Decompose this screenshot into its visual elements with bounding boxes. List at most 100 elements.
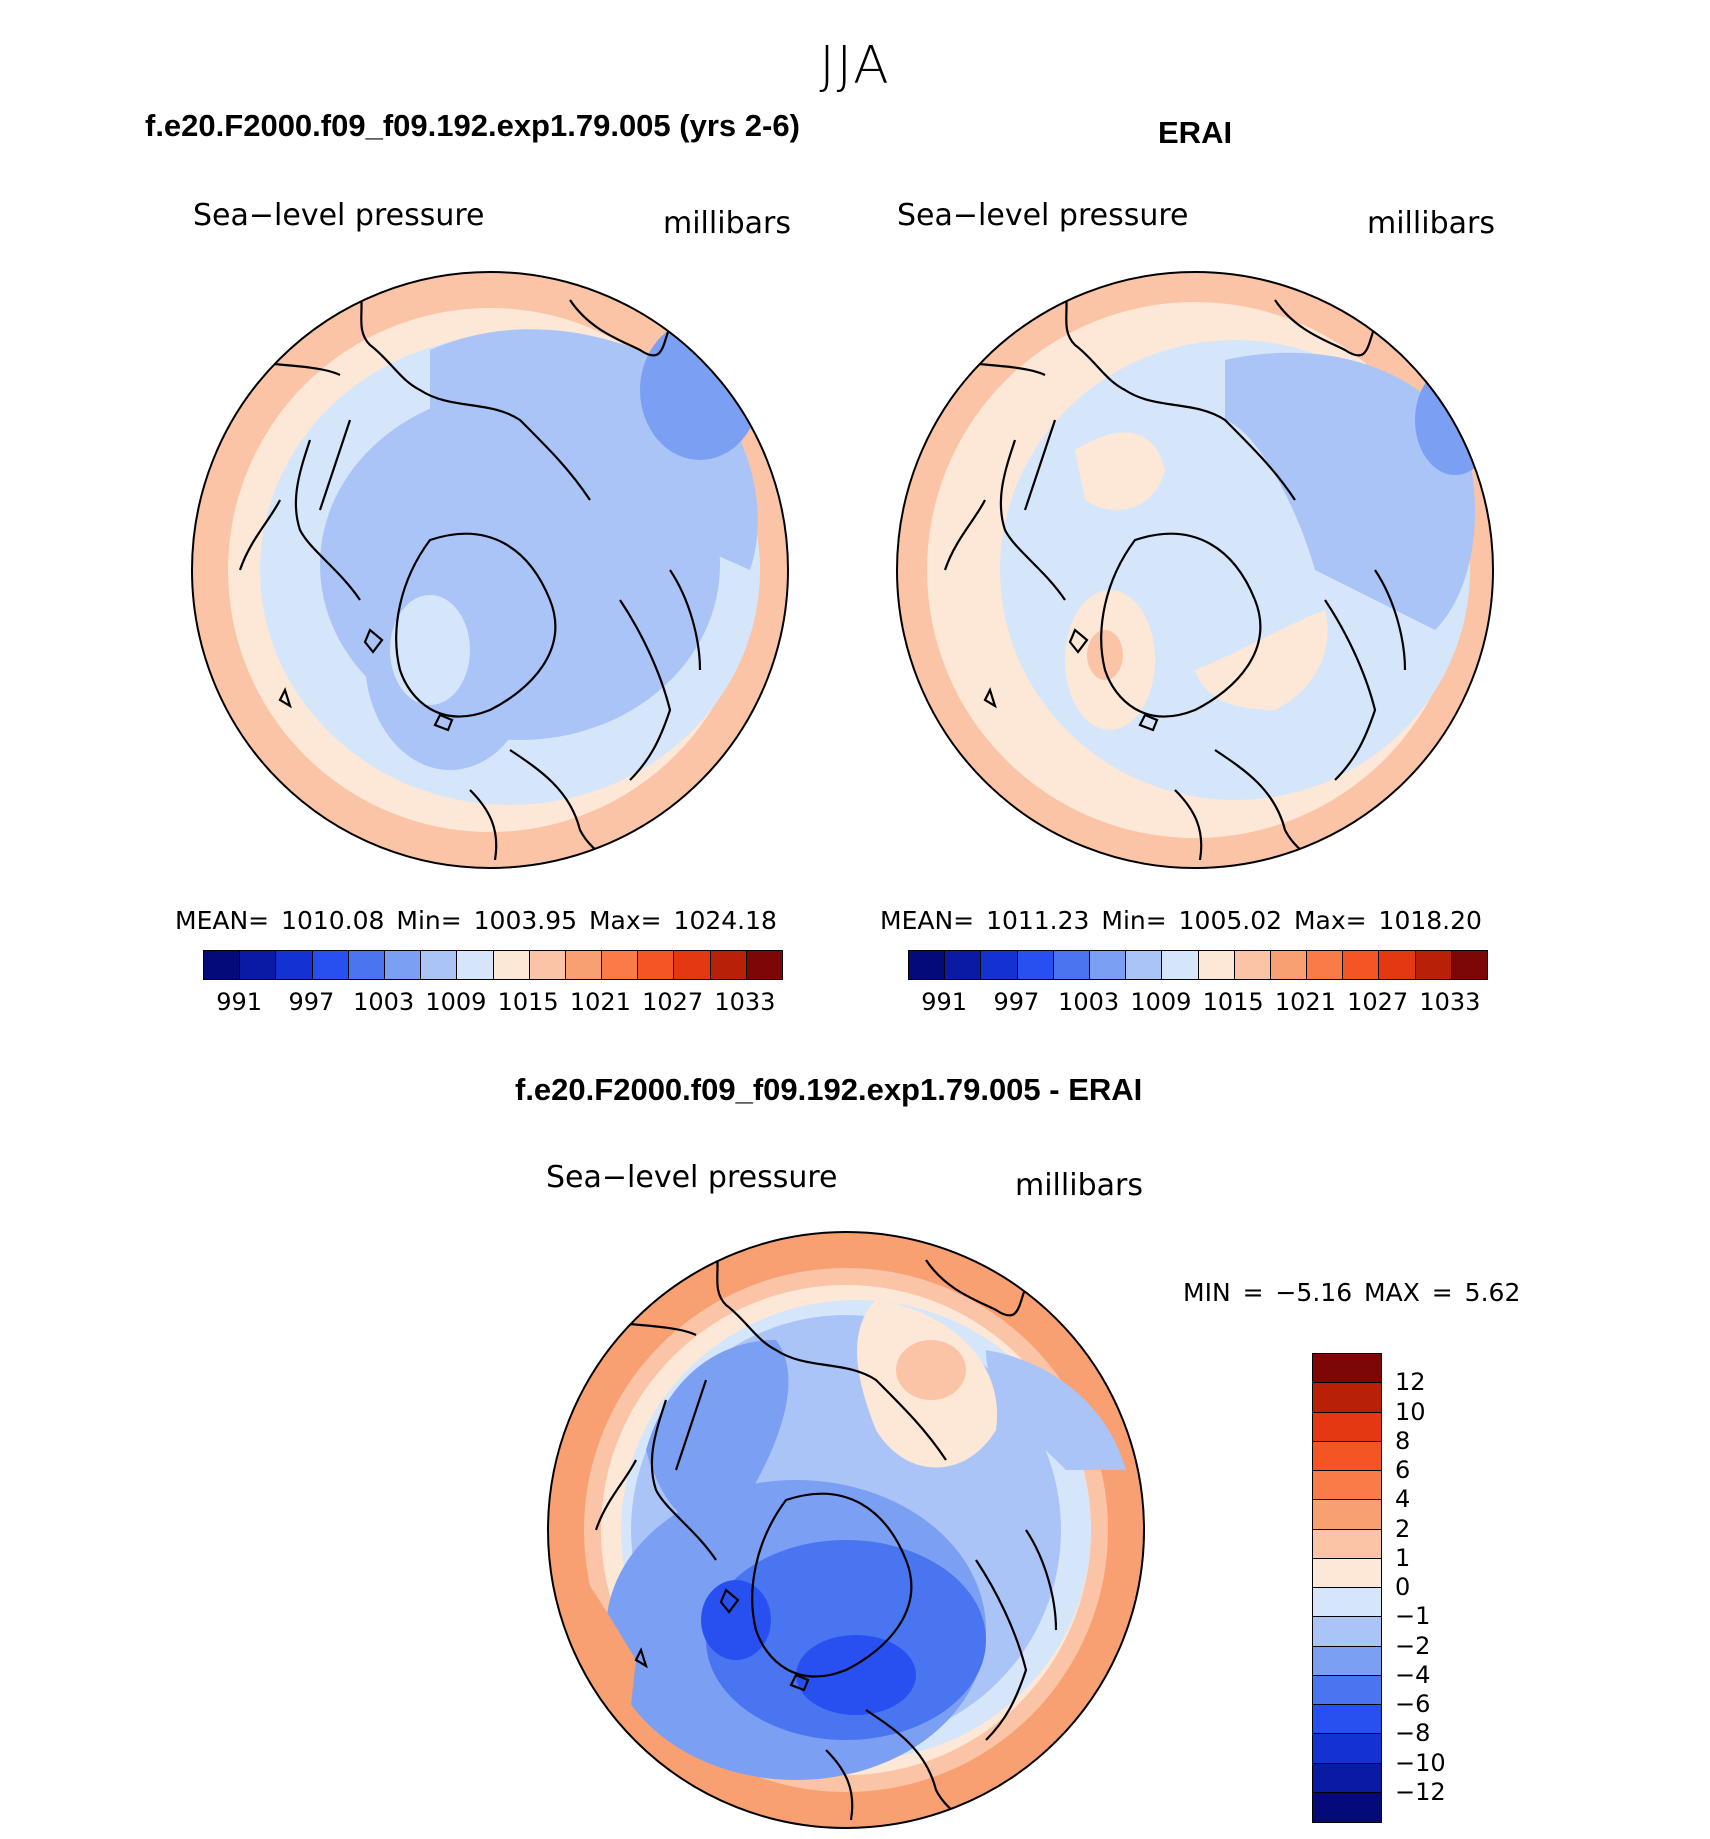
- obs-colorbar-tick-label: 997: [993, 988, 1040, 1016]
- model-colorbar-tick-label: 1021: [569, 988, 631, 1016]
- model-map-border: [191, 271, 789, 869]
- diff-colorbar-tick-label: 6: [1395, 1456, 1411, 1484]
- diff-colorbar-swatch: [1313, 1646, 1381, 1676]
- diff-colorbar-swatch: [1313, 1354, 1381, 1384]
- diff-colorbar-tick-label: 12: [1395, 1368, 1426, 1397]
- obs-colorbar-swatch: [981, 951, 1018, 979]
- diff-colorbar-tick-label: 8: [1395, 1426, 1411, 1455]
- diff-map-border: [547, 1231, 1145, 1829]
- obs-colorbar-swatch: [1234, 951, 1271, 979]
- model-colorbar-tick-label: 1027: [642, 988, 704, 1016]
- model-colorbar-swatch: [312, 951, 349, 979]
- model-colorbar-tick-label: 991: [216, 988, 263, 1016]
- diff-colorbar-swatch: [1313, 1705, 1381, 1735]
- diff-polar-map: [547, 1231, 1145, 1829]
- obs-colorbar-tick-label: 1003: [1058, 988, 1120, 1016]
- diff-colorbar-tick-label: −8: [1395, 1719, 1431, 1748]
- model-colorbar-swatch: [240, 951, 277, 979]
- obs-polar-map: [896, 271, 1494, 869]
- obs-units-label: millibars: [1367, 206, 1495, 241]
- diff-colorbar-tick-label: −1: [1395, 1602, 1431, 1631]
- model-colorbar-ticks: 991 997 1003 1009 1015 1021 1027 1033: [203, 988, 781, 1018]
- diff-stats: MIN = −5.16 MAX = 5.62: [1183, 1278, 1521, 1307]
- model-polar-map: [191, 271, 789, 869]
- diff-colorbar-swatch: [1313, 1675, 1381, 1705]
- diff-colorbar-swatch: [1313, 1617, 1381, 1647]
- obs-map-border: [896, 271, 1494, 869]
- obs-colorbar-swatch: [1307, 951, 1344, 979]
- model-colorbar-swatch: [529, 951, 566, 979]
- diff-colorbar-swatch: [1313, 1383, 1381, 1413]
- model-colorbar-swatch: [276, 951, 313, 979]
- obs-colorbar-ticks: 991 997 1003 1009 1015 1021 1027 1033: [908, 988, 1486, 1018]
- obs-colorbar-tick-label: 1015: [1202, 988, 1264, 1016]
- diff-colorbar-swatch: [1313, 1792, 1381, 1822]
- obs-colorbar-swatch: [1379, 951, 1416, 979]
- diff-colorbar-tick-label: 4: [1395, 1485, 1411, 1514]
- diff-panel-title: f.e20.F2000.f09_f09.192.exp1.79.005 - ER…: [515, 1072, 1143, 1107]
- obs-colorbar-swatch: [1017, 951, 1054, 979]
- model-contour-fills: [192, 272, 788, 868]
- diff-colorbar-swatch: [1313, 1441, 1381, 1471]
- diff-colorbar-swatch: [1313, 1529, 1381, 1559]
- obs-colorbar-tick-label: 1027: [1347, 988, 1409, 1016]
- diff-colorbar-swatch: [1313, 1471, 1381, 1501]
- model-colorbar-swatch: [421, 951, 458, 979]
- model-colorbar-tick-label: 1003: [353, 988, 415, 1016]
- model-colorbar-swatch: [638, 951, 675, 979]
- diff-colorbar-tick-label: 0: [1395, 1573, 1411, 1601]
- diff-colorbar-tick-label: 2: [1395, 1514, 1411, 1543]
- obs-colorbar-swatch: [1198, 951, 1235, 979]
- model-units-label: millibars: [663, 206, 791, 241]
- obs-colorbar-tick-label: 991: [921, 988, 968, 1016]
- obs-colorbar-swatch: [1053, 951, 1090, 979]
- diff-colorbar-tick-label: 1: [1395, 1543, 1411, 1572]
- obs-colorbar-tick-label: 1021: [1274, 988, 1336, 1016]
- diff-colorbar-tick-label: −6: [1395, 1690, 1431, 1718]
- obs-colorbar-swatch: [1089, 951, 1127, 979]
- obs-stats: MEAN= 1011.23 Min= 1005.02 Max= 1018.20: [880, 906, 1482, 935]
- model-colorbar-tick-label: 1015: [497, 988, 559, 1016]
- obs-colorbar-swatch: [1451, 951, 1487, 979]
- diff-colorbar-swatch: [1313, 1558, 1381, 1588]
- obs-panel-title: ERAI: [1158, 115, 1233, 150]
- model-colorbar-swatch: [493, 951, 530, 979]
- obs-colorbar-tick-label: 1033: [1419, 988, 1481, 1016]
- model-colorbar-tick-label: 1033: [714, 988, 776, 1016]
- diff-units-label: millibars: [1015, 1168, 1143, 1203]
- diff-variable-label: Sea−level pressure: [546, 1160, 838, 1195]
- obs-colorbar-swatch: [1126, 951, 1163, 979]
- model-stats: MEAN= 1010.08 Min= 1003.95 Max= 1024.18: [175, 906, 777, 935]
- diff-colorbar-tick-label: −10: [1395, 1748, 1446, 1777]
- obs-colorbar-swatch: [1162, 951, 1199, 979]
- model-colorbar-swatch: [674, 951, 711, 979]
- model-panel-title: f.e20.F2000.f09_f09.192.exp1.79.005 (yrs…: [145, 108, 800, 143]
- obs-colorbar-swatch: [1415, 951, 1452, 979]
- diff-colorbar-swatch: [1313, 1588, 1381, 1618]
- model-variable-label: Sea−level pressure: [193, 198, 485, 233]
- obs-colorbar-swatch: [909, 951, 946, 979]
- model-colorbar-swatch: [602, 951, 639, 979]
- model-colorbar-swatch: [348, 951, 385, 979]
- diff-colorbar-tick-label: −12: [1395, 1777, 1446, 1806]
- diff-colorbar-ticks: 12 10 8 6 4 2 1 0 −1 −2 −4 −6 −8 −10 −12: [1395, 1353, 1495, 1821]
- model-colorbar-swatch: [204, 951, 241, 979]
- obs-colorbar-swatch: [1270, 951, 1308, 979]
- obs-colorbar-swatch: [1343, 951, 1380, 979]
- model-colorbar-swatch: [457, 951, 494, 979]
- diff-colorbar-tick-label: −4: [1395, 1660, 1431, 1689]
- figure-title: JJA: [819, 36, 891, 96]
- model-colorbar-tick-label: 997: [288, 988, 335, 1016]
- obs-colorbar-swatch: [945, 951, 982, 979]
- diff-contour-fills: [548, 1232, 1144, 1828]
- diff-colorbar: [1312, 1353, 1382, 1823]
- diff-colorbar-swatch: [1313, 1412, 1381, 1442]
- diff-colorbar-swatch: [1313, 1763, 1381, 1793]
- obs-variable-label: Sea−level pressure: [897, 198, 1189, 233]
- model-colorbar: [203, 950, 783, 980]
- model-colorbar-tick-label: 1009: [425, 988, 487, 1016]
- model-colorbar-swatch: [384, 951, 422, 979]
- diff-colorbar-swatch: [1313, 1500, 1381, 1530]
- obs-contour-fills: [897, 272, 1493, 868]
- model-colorbar-swatch: [710, 951, 747, 979]
